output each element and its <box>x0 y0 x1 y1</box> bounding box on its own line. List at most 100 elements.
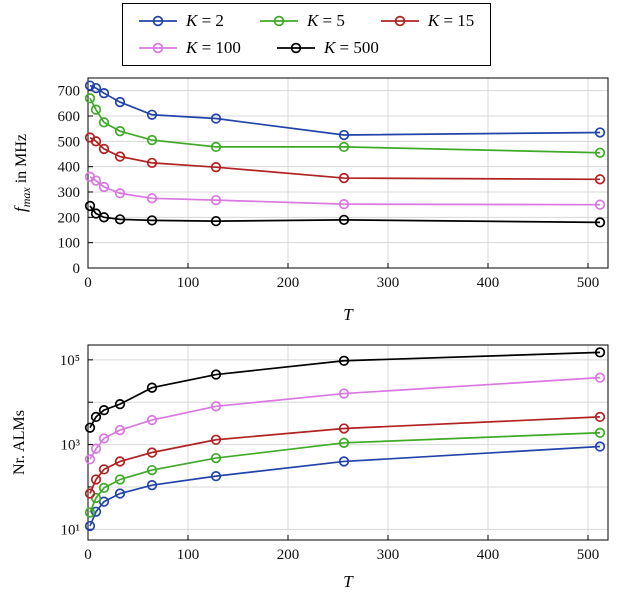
series-K=2 <box>84 80 606 141</box>
x-tick-label: 100 <box>177 275 200 291</box>
data-point-marker <box>114 474 126 485</box>
data-point-marker <box>146 382 158 393</box>
data-point-marker <box>210 113 222 124</box>
legend-entry: K = 15 <box>380 11 475 31</box>
data-point-marker <box>338 141 350 153</box>
data-point-marker <box>98 404 110 416</box>
series-K=15 <box>84 132 606 185</box>
series-K=500 <box>84 200 606 228</box>
data-point-marker <box>210 162 222 173</box>
data-point-marker <box>114 456 126 467</box>
y-tick-label: 200 <box>58 210 81 226</box>
data-point-marker <box>594 427 606 438</box>
data-point-marker <box>210 470 222 482</box>
data-point-marker <box>338 388 350 399</box>
data-point-marker <box>114 424 126 436</box>
data-point-marker <box>84 454 96 465</box>
data-point-marker <box>98 433 110 444</box>
y-axis-label: Nr. ALMs <box>11 410 28 475</box>
legend-entry: K = 5 <box>259 11 345 31</box>
data-point-marker <box>90 208 102 219</box>
x-axis-label: T <box>343 572 354 591</box>
series-line <box>89 136 601 181</box>
legend-entry-label: K = 2 <box>186 11 224 30</box>
data-point-marker <box>146 215 158 226</box>
data-point-marker <box>84 422 96 433</box>
legend: K = 2 K = 5 K = 15 K = 100 K = 500 <box>122 3 492 66</box>
data-point-marker <box>90 443 102 454</box>
data-point-marker <box>594 441 606 452</box>
plot-frame <box>87 344 609 541</box>
data-point-marker <box>114 151 126 162</box>
data-point-marker <box>594 411 606 423</box>
y-tick-label: 100 <box>58 236 81 252</box>
data-point-marker <box>114 96 126 108</box>
data-point-marker <box>210 194 222 206</box>
data-point-marker <box>210 369 222 380</box>
data-point-marker <box>90 175 102 186</box>
y-tick-label: 600 <box>58 109 81 125</box>
data-point-marker <box>84 200 96 212</box>
data-point-marker <box>146 157 158 169</box>
data-point-marker <box>210 141 222 153</box>
line-marker-icon <box>259 15 298 27</box>
data-point-marker <box>84 507 96 518</box>
data-point-marker <box>114 126 126 137</box>
x-tick-label: 100 <box>177 547 200 563</box>
series-line <box>89 416 601 494</box>
data-point-marker <box>210 452 222 464</box>
data-point-marker <box>90 104 102 115</box>
legend-entry: K = 500 <box>276 38 379 58</box>
data-point-marker <box>146 414 158 426</box>
y-tick-label: 0 <box>73 261 81 277</box>
data-point-marker <box>98 496 110 507</box>
x-tick-label: 200 <box>277 275 300 291</box>
series-K=15 <box>84 411 606 499</box>
data-point-marker <box>594 347 606 358</box>
line-marker-icon <box>276 42 315 54</box>
series-K=500 <box>84 347 606 433</box>
plot-frame <box>87 77 609 269</box>
data-point-marker <box>338 437 350 448</box>
legend-entry-label: K = 100 <box>186 38 241 57</box>
y-tick-label: 400 <box>58 160 81 176</box>
data-point-marker <box>594 217 606 228</box>
data-point-marker <box>114 399 126 410</box>
data-point-marker <box>84 520 96 532</box>
series-K=2 <box>84 441 606 532</box>
series-K=5 <box>84 93 606 158</box>
x-tick-label: 300 <box>377 547 400 563</box>
data-point-marker <box>594 199 606 210</box>
data-point-marker <box>210 434 222 445</box>
data-point-marker <box>114 188 126 199</box>
series-line <box>89 176 601 206</box>
data-point-marker <box>114 214 126 225</box>
data-point-marker <box>98 88 110 99</box>
series-K=100 <box>84 171 606 210</box>
data-point-marker <box>210 401 222 412</box>
series-line <box>89 97 601 154</box>
y-tick-label: 10⁵ <box>60 353 80 369</box>
legend-row: K = 100 K = 500 <box>139 38 474 58</box>
y-tick-label: 700 <box>58 84 81 100</box>
series-K=5 <box>84 427 606 518</box>
data-point-marker <box>338 355 350 366</box>
data-point-marker <box>146 193 158 204</box>
series-K=100 <box>84 372 606 465</box>
data-point-marker <box>98 117 110 128</box>
data-point-marker <box>84 488 96 499</box>
line-marker-icon <box>139 42 177 54</box>
line-marker-icon <box>380 15 419 27</box>
data-point-marker <box>146 480 158 491</box>
data-point-marker <box>90 136 102 147</box>
x-tick-label: 0 <box>84 547 92 563</box>
line-marker-icon <box>139 15 177 27</box>
data-point-marker <box>338 214 350 226</box>
y-tick-label: 10³ <box>61 438 81 454</box>
top-chart-fmax: 0 100 200 300 400 500 0 100 200 300 400 500 600 700 Tf… <box>11 77 609 324</box>
data-point-marker <box>210 215 222 227</box>
series-line <box>89 351 601 429</box>
data-point-marker <box>146 464 158 476</box>
legend-entry-label: K = 15 <box>427 11 475 30</box>
data-point-marker <box>90 474 102 485</box>
